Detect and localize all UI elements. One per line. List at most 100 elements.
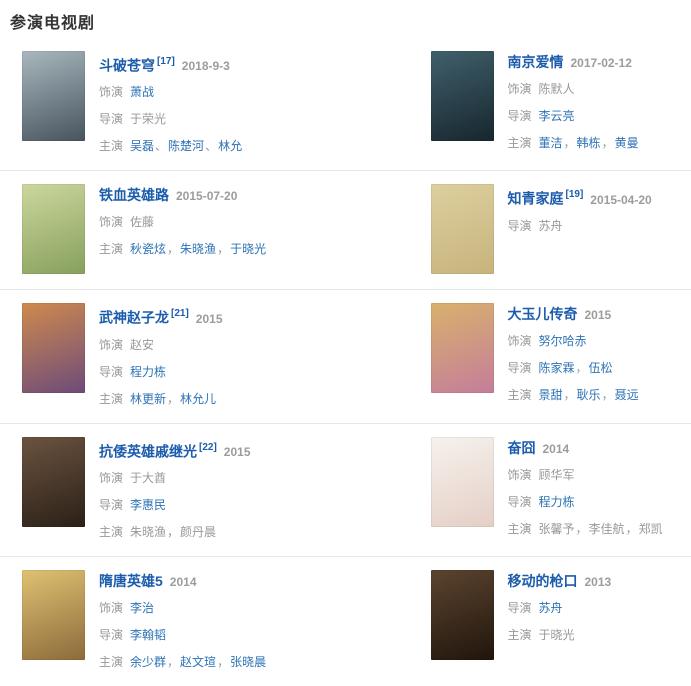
person-link[interactable]: 程力栋 [130, 365, 166, 379]
credit-line: 主演余少群，赵文瑄，张晓晨 [99, 649, 340, 676]
reference-sup[interactable]: [17] [157, 56, 175, 67]
person-name: 张馨予 [539, 522, 575, 536]
person-link[interactable]: 李翰韬 [130, 628, 166, 642]
name-separator: ， [217, 242, 229, 256]
poster-thumbnail[interactable] [431, 437, 494, 527]
entry-title-link[interactable]: 南京爱情 [508, 54, 564, 70]
poster-thumbnail[interactable] [22, 51, 85, 141]
person-link[interactable]: 董洁 [539, 136, 563, 150]
person-link[interactable]: 陈楚河 [168, 139, 204, 153]
person-link[interactable]: 林更新 [130, 392, 166, 406]
person-link[interactable]: 程力栋 [539, 495, 575, 509]
poster-thumbnail[interactable] [22, 437, 85, 527]
entry-info: 抗倭英雄戚继光[22]2015 饰演于大酋导演李惠民主演朱晓渔，颜丹晨 [99, 437, 340, 546]
entry-date: 2014 [170, 575, 197, 589]
entry-title-link[interactable]: 移动的枪口 [508, 573, 578, 589]
person-link[interactable]: 朱晓渔 [180, 242, 216, 256]
person-link[interactable]: 苏舟 [539, 601, 563, 615]
person-link[interactable]: 陈家霖 [539, 361, 575, 375]
entry-title-line: 知青家庭[19]2015-04-20 [508, 185, 686, 209]
entry-title-link[interactable]: 知青家庭 [508, 191, 564, 207]
person-link[interactable]: 余少群 [130, 655, 166, 669]
entry-title-link[interactable]: 隋唐英雄5 [99, 573, 163, 589]
person-link[interactable]: 伍松 [589, 361, 613, 375]
tv-series-entry: 知青家庭[19]2015-04-20 导演苏舟 [346, 171, 691, 290]
person-link[interactable]: 萧战 [130, 85, 154, 99]
credit-label: 导演 [508, 361, 532, 375]
credit-line: 导演李云亮 [508, 103, 686, 130]
credit-line: 主演董洁，韩栋，黄曼 [508, 130, 686, 157]
entry-title-link[interactable]: 铁血英雄路 [99, 187, 169, 203]
person-name: 李佳航 [589, 522, 625, 536]
credit-lines: 饰演赵安导演程力栋主演林更新，林允儿 [99, 332, 340, 413]
credit-line: 饰演于大酋 [99, 465, 340, 492]
name-separator: ， [602, 136, 614, 150]
entry-info: 知青家庭[19]2015-04-20 导演苏舟 [508, 184, 686, 239]
credit-line: 导演于荣光 [99, 106, 340, 133]
credit-lines: 饰演努尔哈赤导演陈家霖，伍松主演景甜，耿乐，聂远 [508, 328, 686, 409]
poster-thumbnail[interactable] [431, 184, 494, 274]
tv-series-entry: 抗倭英雄戚继光[22]2015 饰演于大酋导演李惠民主演朱晓渔，颜丹晨 [0, 424, 346, 557]
credit-line: 饰演顾华军 [508, 462, 686, 489]
credit-line: 饰演陈默人 [508, 76, 686, 103]
credit-lines: 饰演李治导演李翰韬主演余少群，赵文瑄，张晓晨 [99, 595, 340, 676]
credit-label: 主演 [99, 392, 123, 406]
credit-line: 饰演赵安 [99, 332, 340, 359]
person-link[interactable]: 秋瓷炫 [130, 242, 166, 256]
poster-thumbnail[interactable] [22, 303, 85, 393]
reference-sup[interactable]: [19] [566, 189, 584, 200]
person-link[interactable]: 林允 [218, 139, 242, 153]
poster-thumbnail[interactable] [431, 570, 494, 660]
person-link[interactable]: 于晓光 [230, 242, 266, 256]
person-name: 赵安 [130, 338, 154, 352]
credit-line: 导演苏舟 [508, 213, 686, 240]
person-link[interactable]: 韩栋 [577, 136, 601, 150]
person-link[interactable]: 林允儿 [180, 392, 216, 406]
credit-line: 饰演佐藤 [99, 209, 340, 236]
person-link[interactable]: 李惠民 [130, 498, 166, 512]
entry-title-link[interactable]: 大玉儿传奇 [508, 306, 578, 322]
tv-series-entry: 武神赵子龙[21]2015 饰演赵安导演程力栋主演林更新，林允儿 [0, 290, 346, 423]
person-link[interactable]: 张晓晨 [230, 655, 266, 669]
poster-thumbnail[interactable] [22, 184, 85, 274]
name-separator: 、 [205, 139, 217, 153]
tv-series-entry: 斗破苍穹[17]2018-9-3 饰演萧战导演于荣光主演吴磊、陈楚河、林允 [0, 38, 346, 171]
entry-date: 2015-07-20 [176, 189, 237, 203]
credit-label: 导演 [508, 601, 532, 615]
entry-title-link[interactable]: 奋囧 [508, 440, 536, 456]
credit-label: 导演 [508, 219, 532, 233]
poster-thumbnail[interactable] [22, 570, 85, 660]
person-name: 佐藤 [130, 215, 154, 229]
entry-date: 2014 [543, 442, 570, 456]
reference-sup[interactable]: [22] [199, 442, 217, 453]
credit-line: 饰演李治 [99, 595, 340, 622]
person-link[interactable]: 聂远 [615, 388, 639, 402]
person-link[interactable]: 李云亮 [539, 109, 575, 123]
credit-line: 主演秋瓷炫，朱晓渔，于晓光 [99, 236, 340, 263]
person-link[interactable]: 努尔哈赤 [539, 334, 587, 348]
name-separator: ， [167, 392, 179, 406]
person-link[interactable]: 吴磊 [130, 139, 154, 153]
credit-label: 导演 [508, 109, 532, 123]
entry-date: 2018-9-3 [182, 59, 230, 73]
entry-title-link[interactable]: 抗倭英雄戚继光 [99, 443, 197, 459]
person-link[interactable]: 赵文瑄 [180, 655, 216, 669]
poster-thumbnail[interactable] [431, 303, 494, 393]
person-link[interactable]: 李治 [130, 601, 154, 615]
reference-sup[interactable]: [21] [171, 308, 189, 319]
person-link[interactable]: 景甜 [539, 388, 563, 402]
poster-thumbnail[interactable] [431, 51, 494, 141]
person-name: 颜丹晨 [180, 525, 216, 539]
person-link[interactable]: 耿乐 [577, 388, 601, 402]
person-name: 顾华军 [539, 468, 575, 482]
entry-title-line: 武神赵子龙[21]2015 [99, 304, 340, 328]
person-link[interactable]: 黄曼 [615, 136, 639, 150]
credit-line: 导演程力栋 [508, 489, 686, 516]
person-name: 于荣光 [130, 112, 166, 126]
name-separator: ， [167, 242, 179, 256]
name-separator: ， [626, 522, 638, 536]
entry-title-link[interactable]: 斗破苍穹 [99, 57, 155, 73]
entry-title-link[interactable]: 武神赵子龙 [99, 310, 169, 326]
